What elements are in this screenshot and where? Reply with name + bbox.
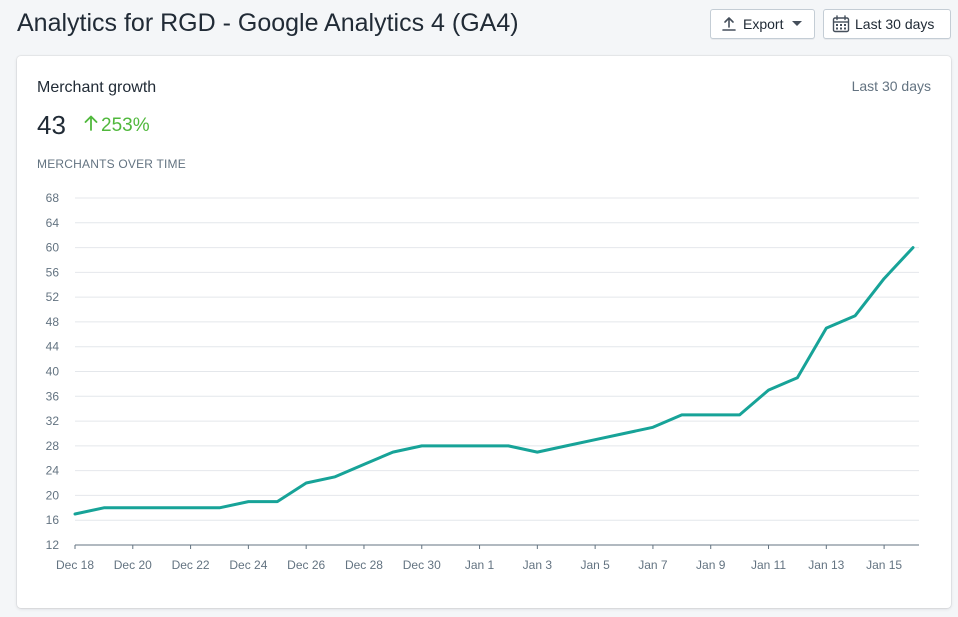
chart-axis <box>74 544 919 549</box>
y-tick-label: 24 <box>46 464 60 478</box>
data-point <box>420 444 424 448</box>
data-point <box>535 450 539 454</box>
data-point <box>767 388 771 392</box>
data-point <box>102 506 106 510</box>
x-tick-label: Jan 1 <box>465 558 495 572</box>
metric-change-value: 253% <box>101 115 150 136</box>
data-point <box>506 444 510 448</box>
data-point <box>449 444 453 448</box>
metric-value: 43 <box>37 110 66 140</box>
data-point <box>564 444 568 448</box>
y-tick-label: 28 <box>46 439 60 453</box>
data-point <box>362 462 366 466</box>
y-tick-label: 36 <box>46 389 60 403</box>
calendar-icon <box>832 15 850 33</box>
data-point <box>246 500 250 504</box>
y-tick-label: 68 <box>46 191 60 205</box>
data-point <box>853 314 857 318</box>
series-lines <box>73 246 915 516</box>
data-point <box>680 413 684 417</box>
date-range-button[interactable]: Last 30 days <box>823 9 951 39</box>
x-tick-label: Dec 30 <box>403 558 441 572</box>
y-tick-label: 44 <box>46 340 60 354</box>
y-tick-label: 12 <box>46 538 60 552</box>
y-tick-label: 56 <box>46 265 60 279</box>
metric-change: 253% <box>83 114 150 138</box>
data-point <box>131 506 135 510</box>
merchant-growth-card: Merchant growth Last 30 days 43 253% MER… <box>17 56 951 608</box>
data-point <box>333 475 337 479</box>
arrow-up-icon <box>83 114 101 138</box>
data-point <box>622 431 626 435</box>
data-point <box>824 326 828 330</box>
data-point <box>709 413 713 417</box>
x-tick-label: Dec 20 <box>114 558 152 572</box>
data-point <box>882 277 886 281</box>
y-tick-label: 64 <box>46 216 60 230</box>
y-tick-label: 16 <box>46 513 60 527</box>
page-title: Analytics for RGD - Google Analytics 4 (… <box>17 9 519 37</box>
card-period: Last 30 days <box>851 78 931 94</box>
x-tick-label: Dec 26 <box>287 558 325 572</box>
chart-grid <box>75 197 919 521</box>
data-point <box>189 506 193 510</box>
data-point <box>651 425 655 429</box>
x-tick-label: Jan 9 <box>696 558 726 572</box>
x-tick-label: Dec 28 <box>345 558 383 572</box>
y-tick-label: 20 <box>46 488 60 502</box>
y-tick-label: 52 <box>46 290 60 304</box>
y-tick-labels: 12 16 20 24 28 32 36 40 44 48 52 56 60 64 68 <box>46 191 60 552</box>
data-point <box>911 246 915 250</box>
data-point <box>795 376 799 380</box>
series-line <box>73 246 915 516</box>
data-point <box>738 413 742 417</box>
data-point <box>304 481 308 485</box>
x-tick-label: Dec 24 <box>229 558 267 572</box>
x-tick-label: Jan 13 <box>808 558 844 572</box>
card-title: Merchant growth <box>37 79 157 96</box>
x-tick-label: Jan 5 <box>580 558 610 572</box>
x-tick-label: Dec 22 <box>172 558 210 572</box>
x-tick-label: Jan 7 <box>638 558 668 572</box>
date-range-label: Last 30 days <box>855 16 935 32</box>
x-tick-label: Jan 3 <box>523 558 553 572</box>
y-tick-label: 32 <box>46 414 60 428</box>
data-point <box>593 438 597 442</box>
y-tick-label: 40 <box>46 365 60 379</box>
x-tick-label: Dec 18 <box>56 558 94 572</box>
export-button[interactable]: Export <box>710 9 815 39</box>
caret-down-icon <box>792 21 803 27</box>
data-point <box>160 506 164 510</box>
y-tick-label: 60 <box>46 241 60 255</box>
data-point <box>73 512 77 516</box>
data-point <box>275 500 279 504</box>
x-tick-label: Jan 15 <box>866 558 902 572</box>
y-tick-label: 48 <box>46 315 60 329</box>
data-point <box>391 450 395 454</box>
export-label: Export <box>743 16 784 32</box>
upload-icon <box>721 16 737 32</box>
section-label: MERCHANTS OVER TIME <box>37 157 186 171</box>
data-point <box>478 444 482 448</box>
x-tick-labels: Dec 18 Dec 20 Dec 22 Dec 24 Dec 26 Dec 28 Dec … <box>56 558 902 572</box>
data-point <box>217 506 221 510</box>
x-tick-label: Jan 11 <box>751 558 786 572</box>
